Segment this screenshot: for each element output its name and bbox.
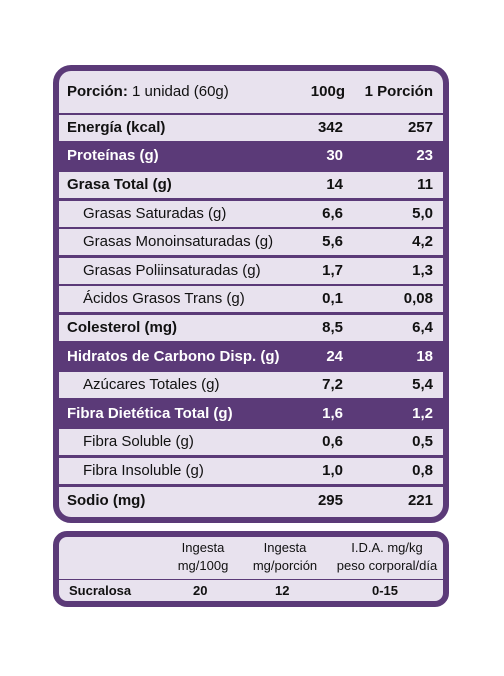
table-row: Sodio (mg) 295 221 (59, 487, 443, 517)
row-value-portion: 1,2 (412, 405, 433, 422)
sweetener-intake-100g: 20 (193, 583, 208, 598)
table-row: Fibra Insoluble (g) 1,0 0,8 (59, 458, 443, 484)
col-intake-portion-header: Ingesta mg/porción (252, 540, 318, 573)
table-row: Ácidos Grasos Trans (g) 0,1 0,08 (59, 286, 443, 312)
row-value-100g: 0,6 (322, 433, 343, 450)
table-row: Grasas Poliinsaturadas (g) 1,7 1,3 (59, 258, 443, 284)
row-value-portion: 221 (407, 492, 433, 509)
row-value-100g: 1,7 (322, 262, 343, 279)
row-value-portion: 5,4 (412, 376, 433, 393)
row-value-100g: 5,6 (322, 233, 343, 250)
portion-value: 1 unidad (60g) (132, 83, 229, 100)
row-value-portion: 257 (407, 119, 433, 136)
col-100g-header: 100g (310, 83, 345, 100)
row-value-100g: 295 (317, 492, 343, 509)
row-label: Proteínas (g) (67, 147, 159, 164)
table-row: Grasa Total (g) 14 11 (59, 172, 443, 198)
row-label: Azúcares Totales (g) (83, 376, 220, 393)
row-value-100g: 14 (326, 176, 343, 193)
row-label: Ácidos Grasos Trans (g) (83, 290, 245, 307)
row-value-100g: 6,6 (322, 205, 343, 222)
sweetener-table: Ingesta mg/100g Ingesta mg/porción I.D.A… (53, 531, 449, 607)
row-label: Fibra Insoluble (g) (83, 462, 204, 479)
row-value-portion: 0,8 (412, 462, 433, 479)
nutrition-table: Porción: 1 unidad (60g) 100g 1 Porción E… (53, 65, 449, 523)
row-label: Fibra Dietética Total (g) (67, 405, 233, 422)
row-value-100g: 1,6 (322, 405, 343, 422)
col-intake-100g-header: Ingesta mg/100g (177, 540, 229, 573)
row-label: Grasas Monoinsaturadas (g) (83, 233, 274, 250)
row-label: Sodio (mg) (67, 492, 146, 509)
table-row: Grasas Monoinsaturadas (g) 5,6 4,2 (59, 229, 443, 255)
row-label: Grasas Saturadas (g) (83, 205, 227, 222)
row-value-portion: 5,0 (412, 205, 433, 222)
row-value-100g: 24 (326, 348, 343, 365)
row-value-100g: 30 (326, 147, 343, 164)
table-row: Hidratos de Carbono Disp. (g) 24 18 (59, 344, 443, 370)
row-label: Grasa Total (g) (67, 176, 172, 193)
sweetener-header: Ingesta mg/100g Ingesta mg/porción I.D.A… (59, 537, 443, 579)
row-value-100g: 342 (317, 119, 343, 136)
row-label: Colesterol (mg) (67, 319, 178, 336)
table-header: Porción: 1 unidad (60g) 100g 1 Porción (59, 71, 443, 113)
row-value-100g: 0,1 (322, 290, 343, 307)
row-value-portion: 4,2 (412, 233, 433, 250)
row-label: Hidratos de Carbono Disp. (g) (67, 348, 280, 365)
table-row: Azúcares Totales (g) 7,2 5,4 (59, 372, 443, 398)
row-label: Energía (kcal) (67, 119, 166, 136)
row-label: Grasas Poliinsaturadas (g) (83, 262, 261, 279)
row-value-portion: 0,08 (403, 290, 433, 307)
row-value-portion: 18 (416, 348, 433, 365)
sweetener-row: Sucralosa 20 12 0-15 (59, 580, 443, 601)
portion-label: Porción: (67, 83, 128, 100)
col-portion-header: 1 Porción (364, 83, 433, 100)
row-value-portion: 1,3 (412, 262, 433, 279)
row-value-portion: 0,5 (412, 433, 433, 450)
table-row: Colesterol (mg) 8,5 6,4 (59, 315, 443, 341)
row-value-portion: 6,4 (412, 319, 433, 336)
col-ida-header: I.D.A. mg/kg peso corporal/día (336, 540, 438, 573)
table-row: Grasas Saturadas (g) 6,6 5,0 (59, 201, 443, 227)
row-value-100g: 8,5 (322, 319, 343, 336)
table-row: Energía (kcal) 342 257 (59, 115, 443, 141)
row-value-100g: 7,2 (322, 376, 343, 393)
table-row: Fibra Dietética Total (g) 1,6 1,2 (59, 401, 443, 427)
table-row: Fibra Soluble (g) 0,6 0,5 (59, 429, 443, 455)
sweetener-ida: 0-15 (372, 583, 399, 598)
sweetener-intake-portion: 12 (275, 583, 290, 598)
sweetener-name: Sucralosa (69, 583, 132, 598)
row-value-portion: 11 (417, 176, 433, 193)
row-value-100g: 1,0 (322, 462, 343, 479)
table-row: Proteínas (g) 30 23 (59, 143, 443, 169)
row-value-portion: 23 (416, 147, 433, 164)
row-label: Fibra Soluble (g) (83, 433, 194, 450)
